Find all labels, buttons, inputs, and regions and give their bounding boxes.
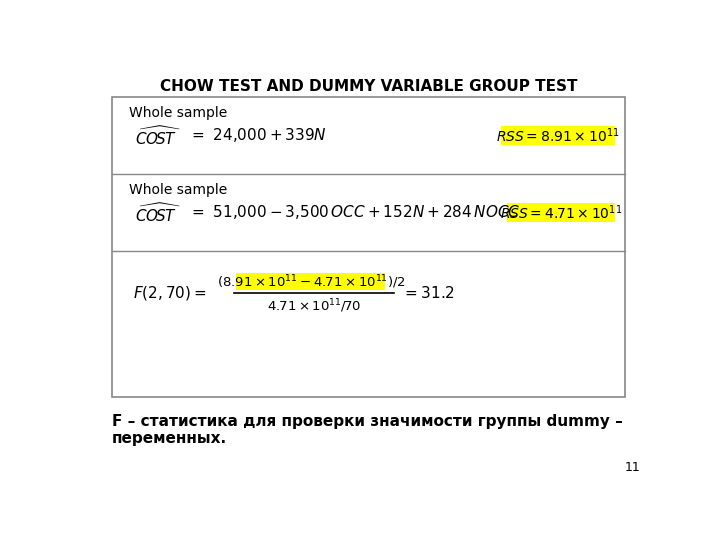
Bar: [500, 126, 616, 145]
Text: $\widehat{CO\!ST}$: $\widehat{CO\!ST}$: [135, 204, 181, 226]
Text: 11: 11: [624, 462, 640, 475]
Text: CHOW TEST AND DUMMY VARIABLE GROUP TEST: CHOW TEST AND DUMMY VARIABLE GROUP TEST: [161, 79, 577, 93]
Text: Whole sample: Whole sample: [129, 106, 227, 120]
Text: $= \ 51{,}000 - 3{,}500\,OCC + 152N + 284\,NOCC$: $= \ 51{,}000 - 3{,}500\,OCC + 152N + 28…: [189, 204, 521, 221]
Bar: [507, 204, 616, 222]
Bar: [112, 97, 625, 397]
Text: $RSS = 4.71\times10^{11}$: $RSS = 4.71\times10^{11}$: [500, 204, 622, 222]
Bar: [236, 273, 385, 291]
Text: $4.71\times10^{11}/70$: $4.71\times10^{11}/70$: [267, 297, 361, 315]
Text: переменных.: переменных.: [112, 431, 227, 447]
Text: $\widehat{CO\!ST}$: $\widehat{CO\!ST}$: [135, 126, 181, 149]
Text: $RSS = 8.91\times10^{11}$: $RSS = 8.91\times10^{11}$: [496, 126, 620, 145]
Text: Whole sample: Whole sample: [129, 184, 227, 198]
Text: $= 31.2$: $= 31.2$: [402, 286, 454, 301]
Text: $(8.91\times10^{11} - 4.71\times10^{11})/2$: $(8.91\times10^{11} - 4.71\times10^{11})…: [217, 273, 405, 291]
Text: $= \ 24{,}000 + 339N$: $= \ 24{,}000 + 339N$: [189, 126, 327, 144]
Text: F – статистика для проверки значимости группы dummy –: F – статистика для проверки значимости г…: [112, 414, 623, 429]
Text: $F(2,70) =$: $F(2,70) =$: [133, 285, 207, 302]
